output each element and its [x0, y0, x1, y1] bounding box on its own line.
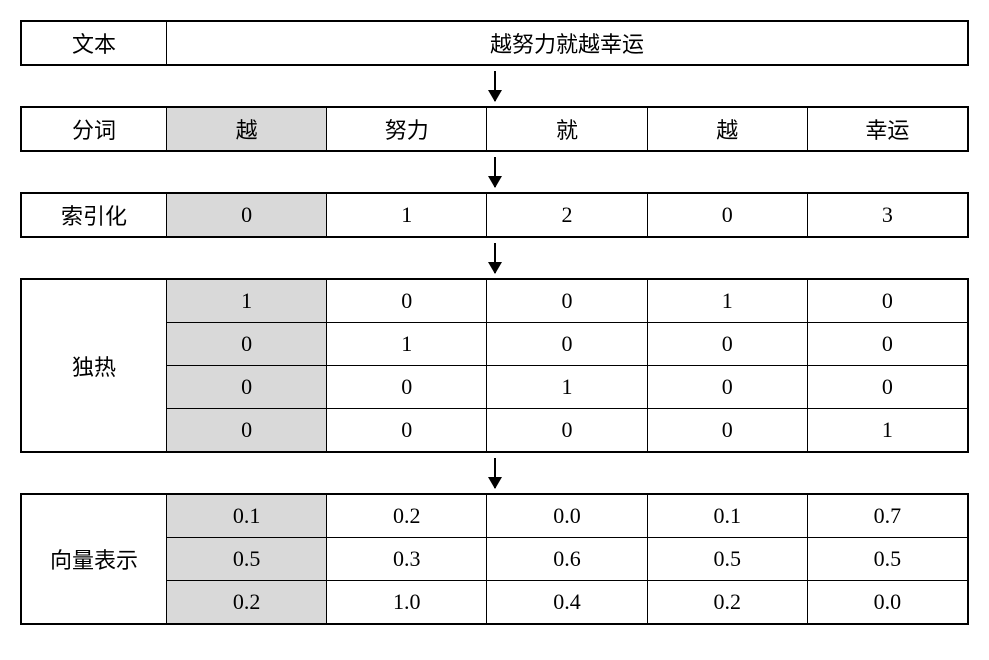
index-block: 索引化 0 1 2 0 3: [20, 192, 969, 238]
onehot-cell: 0: [326, 409, 486, 451]
text-row: 越努力就越幸运: [167, 22, 967, 64]
vector-cell: 0.0: [807, 581, 967, 623]
onehot-cell: 0: [326, 280, 486, 322]
onehot-cell: 0: [167, 409, 326, 451]
down-arrow-icon: [494, 243, 496, 273]
onehot-cell: 1: [167, 280, 326, 322]
index-content-area: 0 1 2 0 3: [167, 194, 967, 236]
vector-row: 0.5 0.3 0.6 0.5 0.5: [167, 537, 967, 580]
tokenize-content-area: 越 努力 就 越 幸运: [167, 108, 967, 150]
text-label: 文本: [22, 22, 167, 64]
vector-label: 向量表示: [22, 495, 167, 623]
text-block: 文本 越努力就越幸运: [20, 20, 969, 66]
token-cell: 越: [647, 108, 807, 150]
onehot-row: 0 0 1 0 0: [167, 365, 967, 408]
index-label: 索引化: [22, 194, 167, 236]
vector-row: 0.1 0.2 0.0 0.1 0.7: [167, 495, 967, 537]
vector-cell: 1.0: [326, 581, 486, 623]
onehot-cell: 0: [807, 280, 967, 322]
onehot-cell: 1: [647, 280, 807, 322]
onehot-row: 0 0 0 0 1: [167, 408, 967, 451]
diagram-container: 文本 越努力就越幸运 分词 越 努力 就 越 幸运 索引化 0: [20, 20, 969, 625]
index-cell: 0: [647, 194, 807, 236]
vector-cell: 0.7: [807, 495, 967, 537]
tokenize-block: 分词 越 努力 就 越 幸运: [20, 106, 969, 152]
arrow-4: [20, 453, 969, 493]
onehot-cell: 0: [486, 323, 646, 365]
tokenize-row: 越 努力 就 越 幸运: [167, 108, 967, 150]
index-cell: 3: [807, 194, 967, 236]
vector-cell: 0.2: [167, 581, 326, 623]
onehot-content-area: 1 0 0 1 0 0 1 0 0 0 0 0 1 0 0 0: [167, 280, 967, 451]
vector-cell: 0.5: [167, 538, 326, 580]
tokenize-label: 分词: [22, 108, 167, 150]
index-cell: 1: [326, 194, 486, 236]
vector-cell: 0.2: [326, 495, 486, 537]
text-value: 越努力就越幸运: [167, 22, 967, 64]
token-cell: 努力: [326, 108, 486, 150]
vector-content-area: 0.1 0.2 0.0 0.1 0.7 0.5 0.3 0.6 0.5 0.5 …: [167, 495, 967, 623]
onehot-cell: 1: [486, 366, 646, 408]
onehot-cell: 0: [647, 323, 807, 365]
vector-cell: 0.6: [486, 538, 646, 580]
vector-cell: 0.1: [647, 495, 807, 537]
onehot-row: 0 1 0 0 0: [167, 322, 967, 365]
onehot-cell: 1: [326, 323, 486, 365]
arrow-2: [20, 152, 969, 192]
vector-cell: 0.3: [326, 538, 486, 580]
onehot-cell: 0: [167, 323, 326, 365]
onehot-block: 独热 1 0 0 1 0 0 1 0 0 0 0 0 1 0 0: [20, 278, 969, 453]
onehot-cell: 0: [647, 366, 807, 408]
vector-cell: 0.5: [807, 538, 967, 580]
arrow-3: [20, 238, 969, 278]
down-arrow-icon: [494, 458, 496, 488]
index-cell: 0: [167, 194, 326, 236]
vector-row: 0.2 1.0 0.4 0.2 0.0: [167, 580, 967, 623]
onehot-cell: 0: [167, 366, 326, 408]
onehot-cell: 0: [807, 323, 967, 365]
token-cell: 越: [167, 108, 326, 150]
token-cell: 就: [486, 108, 646, 150]
onehot-label: 独热: [22, 280, 167, 451]
index-cell: 2: [486, 194, 646, 236]
onehot-cell: 0: [486, 280, 646, 322]
vector-cell: 0.2: [647, 581, 807, 623]
onehot-cell: 1: [807, 409, 967, 451]
onehot-cell: 0: [326, 366, 486, 408]
onehot-cell: 0: [647, 409, 807, 451]
vector-cell: 0.1: [167, 495, 326, 537]
index-row: 0 1 2 0 3: [167, 194, 967, 236]
arrow-1: [20, 66, 969, 106]
token-cell: 幸运: [807, 108, 967, 150]
vector-block: 向量表示 0.1 0.2 0.0 0.1 0.7 0.5 0.3 0.6 0.5…: [20, 493, 969, 625]
onehot-cell: 0: [807, 366, 967, 408]
onehot-cell: 0: [486, 409, 646, 451]
down-arrow-icon: [494, 71, 496, 101]
vector-cell: 0.0: [486, 495, 646, 537]
vector-cell: 0.4: [486, 581, 646, 623]
text-content-area: 越努力就越幸运: [167, 22, 967, 64]
vector-cell: 0.5: [647, 538, 807, 580]
down-arrow-icon: [494, 157, 496, 187]
onehot-row: 1 0 0 1 0: [167, 280, 967, 322]
